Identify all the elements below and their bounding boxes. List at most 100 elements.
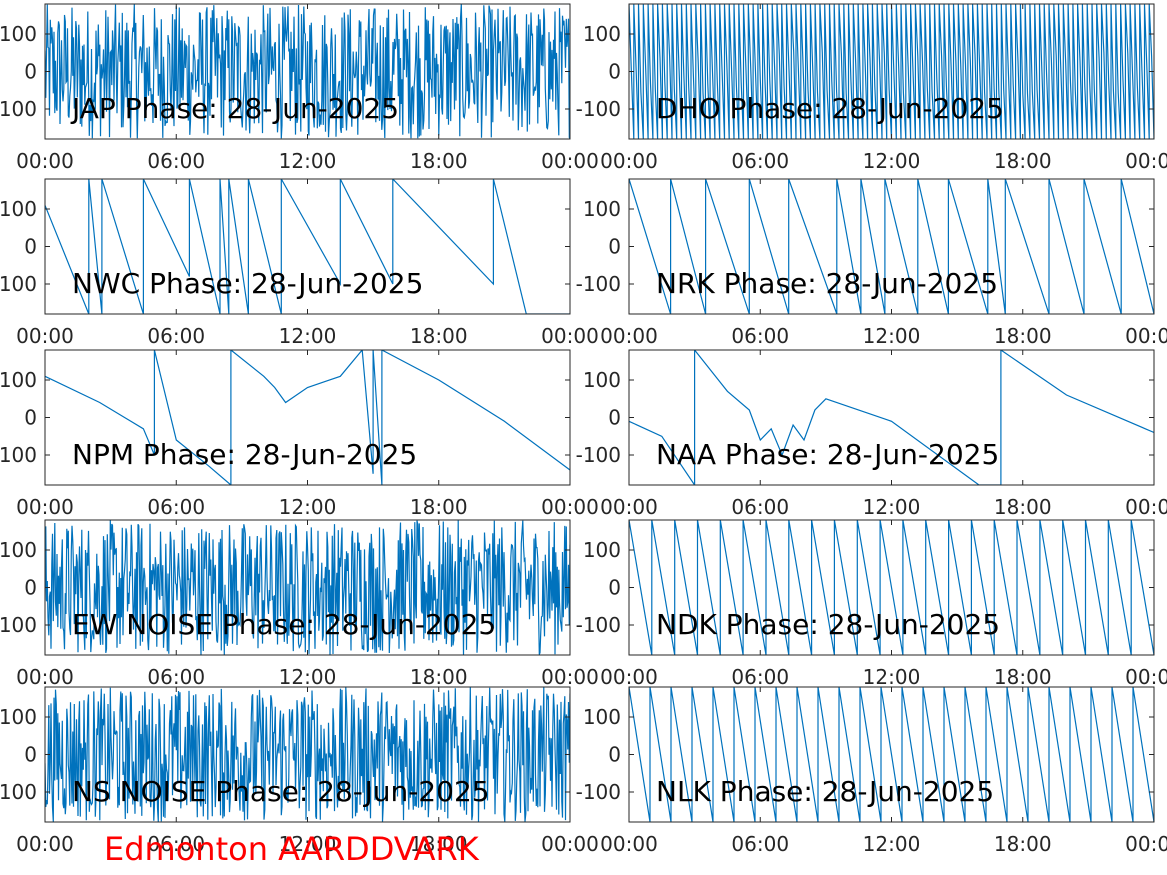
x-tick-label: 00:00 (600, 324, 658, 348)
x-tick-label: 00:00 (600, 832, 658, 856)
x-tick-label: 00:00 (541, 149, 599, 173)
phase-panel: 100 0 -100 00:00 06:00 12:00 18:00 00:00 NAA Pha… (576, 349, 1167, 519)
figure-footer-label: Edmonton AARDDVARK (104, 830, 480, 868)
y-tick-label: 100 (0, 22, 37, 46)
phase-series-line (629, 687, 1154, 822)
y-tick-label: 0 (608, 743, 621, 767)
y-tick-label: 100 (583, 368, 621, 392)
x-tick-label: 12:00 (863, 832, 921, 856)
y-tick-label: -100 (576, 272, 621, 296)
phase-panel: 100 0 -100 00:00 06:00 12:00 18:00 00:00 NWC Pha… (0, 178, 599, 348)
x-tick-label: 18:00 (994, 149, 1052, 173)
panel-title: NDK Phase: 28-Jun-2025 (656, 608, 1000, 641)
y-tick-label: -100 (0, 780, 37, 804)
phase-series-line (629, 350, 1154, 485)
phase-panel: 100 0 -100 00:00 06:00 12:00 18:00 00:00 DHO Pha… (576, 3, 1167, 173)
panel-title: NWC Phase: 28-Jun-2025 (72, 267, 423, 300)
x-tick-label: 06:00 (731, 665, 789, 689)
x-tick-label: 06:00 (731, 324, 789, 348)
y-tick-label: 0 (608, 576, 621, 600)
x-tick-label: 00:00 (1125, 665, 1167, 689)
y-tick-label: -100 (0, 443, 37, 467)
x-tick-label: 12:00 (863, 495, 921, 519)
y-tick-label: 0 (608, 406, 621, 430)
x-tick-label: 00:00 (16, 324, 74, 348)
x-tick-label: 00:00 (1125, 832, 1167, 856)
x-tick-label: 12:00 (279, 324, 337, 348)
phase-panel: 100 0 -100 00:00 06:00 12:00 18:00 00:00 JAP Pha… (0, 3, 599, 173)
x-tick-label: 00:00 (16, 665, 74, 689)
x-tick-label: 06:00 (147, 324, 205, 348)
y-tick-label: 100 (0, 197, 37, 221)
y-tick-label: 100 (583, 197, 621, 221)
phase-series-line (45, 4, 570, 139)
x-tick-label: 12:00 (863, 149, 921, 173)
phase-series-line (629, 520, 1154, 655)
x-tick-label: 00:00 (541, 665, 599, 689)
x-tick-label: 18:00 (410, 324, 468, 348)
x-tick-label: 12:00 (863, 665, 921, 689)
y-tick-label: -100 (576, 613, 621, 637)
x-tick-label: 18:00 (410, 495, 468, 519)
phase-panel: 100 0 -100 00:00 06:00 12:00 18:00 00:00 EW NOIS… (0, 519, 599, 689)
x-tick-label: 06:00 (147, 495, 205, 519)
x-tick-label: 00:00 (16, 832, 74, 856)
panel-title: NPM Phase: 28-Jun-2025 (72, 438, 417, 471)
y-tick-label: 100 (583, 538, 621, 562)
y-tick-label: 100 (583, 22, 621, 46)
panel-title: JAP Phase: 28-Jun-2025 (70, 92, 399, 125)
x-tick-label: 06:00 (731, 832, 789, 856)
y-tick-label: -100 (576, 780, 621, 804)
x-tick-label: 00:00 (1125, 149, 1167, 173)
panel-title: NAA Phase: 28-Jun-2025 (656, 438, 999, 471)
x-tick-label: 12:00 (279, 665, 337, 689)
panel-title: NS NOISE Phase: 28-Jun-2025 (72, 775, 490, 808)
y-tick-label: 100 (583, 705, 621, 729)
y-tick-label: 0 (608, 60, 621, 84)
x-tick-label: 00:00 (541, 495, 599, 519)
x-tick-label: 00:00 (600, 665, 658, 689)
x-tick-label: 06:00 (147, 149, 205, 173)
panel-title: NLK Phase: 28-Jun-2025 (656, 775, 994, 808)
x-tick-label: 06:00 (731, 149, 789, 173)
x-tick-label: 18:00 (410, 665, 468, 689)
y-tick-label: 0 (24, 576, 37, 600)
x-tick-label: 12:00 (863, 324, 921, 348)
y-tick-label: -100 (0, 97, 37, 121)
x-tick-label: 00:00 (541, 324, 599, 348)
phase-series-line (45, 687, 570, 822)
x-tick-label: 12:00 (279, 149, 337, 173)
y-tick-label: 100 (0, 538, 37, 562)
panel-title: EW NOISE Phase: 28-Jun-2025 (72, 608, 496, 641)
x-tick-label: 18:00 (994, 665, 1052, 689)
phase-panel: 100 0 -100 00:00 06:00 12:00 18:00 00:00 NDK Pha… (576, 519, 1167, 689)
x-tick-label: 00:00 (600, 495, 658, 519)
phase-panel: 100 0 -100 00:00 06:00 12:00 18:00 00:00 NPM Pha… (0, 349, 599, 519)
x-tick-label: 00:00 (541, 832, 599, 856)
x-tick-label: 06:00 (147, 832, 205, 856)
phase-series-line (629, 4, 1154, 139)
panel-title: NRK Phase: 28-Jun-2025 (656, 267, 998, 300)
y-tick-label: -100 (576, 443, 621, 467)
phase-series-line (629, 179, 1154, 314)
y-tick-label: 0 (24, 60, 37, 84)
phase-series-line (45, 520, 570, 655)
y-tick-label: -100 (0, 613, 37, 637)
x-tick-label: 00:00 (1125, 495, 1167, 519)
phase-series-line (45, 350, 570, 485)
y-tick-label: 100 (0, 705, 37, 729)
x-tick-label: 00:00 (16, 495, 74, 519)
x-tick-label: 00:00 (1125, 324, 1167, 348)
panel-title: DHO Phase: 28-Jun-2025 (656, 92, 1004, 125)
x-tick-label: 18:00 (410, 149, 468, 173)
x-tick-label: 12:00 (279, 832, 337, 856)
y-tick-label: 0 (24, 406, 37, 430)
x-tick-label: 18:00 (410, 832, 468, 856)
x-tick-label: 00:00 (600, 149, 658, 173)
phase-panel: 100 0 -100 00:00 06:00 12:00 18:00 00:00 NLK Pha… (576, 686, 1167, 856)
y-tick-label: -100 (576, 97, 621, 121)
y-tick-label: 0 (24, 743, 37, 767)
y-tick-label: -100 (0, 272, 37, 296)
x-tick-label: 00:00 (16, 149, 74, 173)
